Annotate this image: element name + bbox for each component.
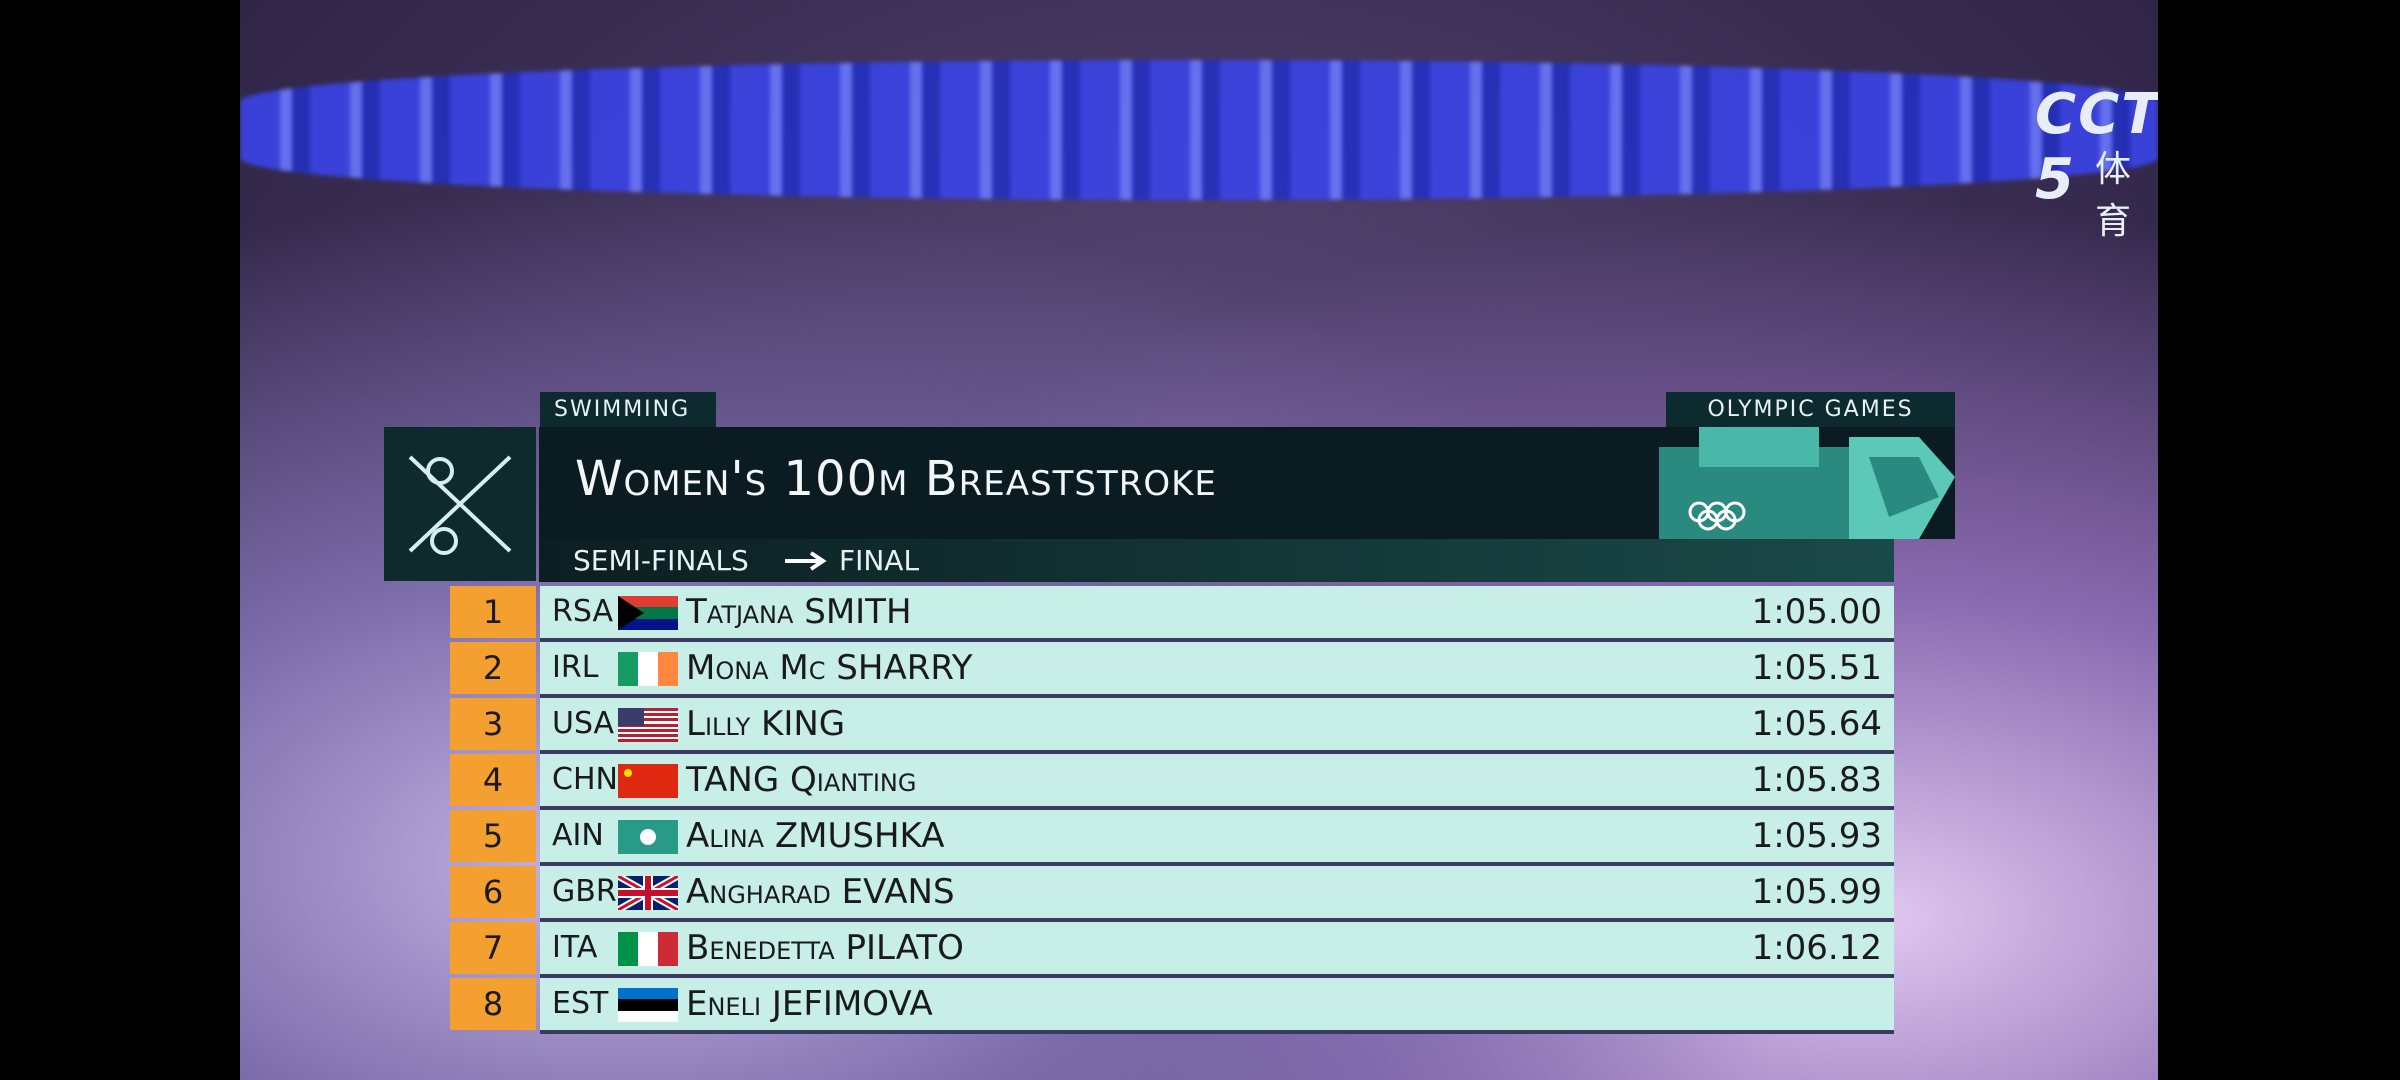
flag	[618, 764, 678, 798]
result-row: CHN TANG Qianting 1:05.83	[540, 754, 1894, 810]
result-time: 1:05.64	[1751, 704, 1882, 744]
country-code: IRL	[552, 650, 599, 685]
rank-cell: 1	[450, 586, 536, 638]
rank-cell: 4	[450, 754, 536, 806]
swim-pictogram	[408, 455, 512, 555]
result-row: RSA Tatjana SMITH 1:05.00	[540, 586, 1894, 642]
result-row: EST Eneli JEFIMOVA	[540, 978, 1894, 1034]
games-emblem	[1659, 427, 1955, 539]
sport-icon	[384, 427, 536, 581]
result-row: IRL Mona Mc SHARRY 1:05.51	[540, 642, 1894, 698]
athlete-name: Alina ZMUSHKA	[686, 816, 945, 856]
country-code: USA	[552, 706, 615, 741]
channel-logo: CCTV 5	[2035, 82, 2158, 212]
event-title: Women's 100m Breaststroke	[575, 451, 1217, 507]
athlete-name: Mona Mc SHARRY	[686, 648, 973, 688]
title-bar: Women's 100m Breaststroke	[539, 427, 1955, 539]
country-code: GBR	[552, 874, 617, 909]
flag	[618, 652, 678, 686]
flag	[618, 596, 678, 630]
athlete-name: TANG Qianting	[686, 760, 917, 800]
flag	[618, 708, 678, 742]
games-tab: OLYMPIC GAMES	[1666, 392, 1955, 427]
result-time: 1:05.83	[1751, 760, 1882, 800]
flag	[618, 988, 678, 1022]
country-code: AIN	[552, 818, 604, 853]
athlete-name: Lilly KING	[686, 704, 846, 744]
rank-cell: 2	[450, 642, 536, 694]
country-code: CHN	[552, 762, 618, 797]
result-row: AIN Alina ZMUSHKA 1:05.93	[540, 810, 1894, 866]
result-time: 1:06.12	[1751, 928, 1882, 968]
rank-cell: 8	[450, 978, 536, 1030]
athlete-name: Benedetta PILATO	[686, 928, 964, 968]
result-row: USA Lilly KING 1:05.64	[540, 698, 1894, 754]
arrow	[785, 551, 827, 571]
stage-bar: SEMI-FINALS FINAL	[539, 539, 1894, 582]
rank-cell: 7	[450, 922, 536, 974]
result-time: 1:05.51	[1751, 648, 1882, 688]
athlete-name: Tatjana SMITH	[686, 592, 912, 632]
next-stage-label: FINAL	[839, 544, 920, 577]
sport-tab: SWIMMING	[540, 392, 716, 427]
country-code: RSA	[552, 594, 613, 629]
result-row: GBR Angharad EVANS 1:05.99	[540, 866, 1894, 922]
country-code: ITA	[552, 930, 598, 965]
result-row: ITA Benedetta PILATO 1:06.12	[540, 922, 1894, 978]
athlete-name: Angharad EVANS	[686, 872, 955, 912]
stage-label: SEMI-FINALS	[573, 544, 749, 577]
athlete-name: Eneli JEFIMOVA	[686, 984, 933, 1024]
flag	[618, 876, 678, 910]
flag	[618, 820, 678, 854]
rank-cell: 6	[450, 866, 536, 918]
rank-cell: 5	[450, 810, 536, 862]
channel-subtitle: 体育	[2095, 149, 2156, 242]
result-time: 1:05.99	[1751, 872, 1882, 912]
lane-rope	[240, 60, 2158, 200]
result-time: 1:05.00	[1751, 592, 1882, 632]
country-code: EST	[552, 986, 609, 1021]
result-time: 1:05.93	[1751, 816, 1882, 856]
flag	[618, 932, 678, 966]
rank-cell: 3	[450, 698, 536, 750]
